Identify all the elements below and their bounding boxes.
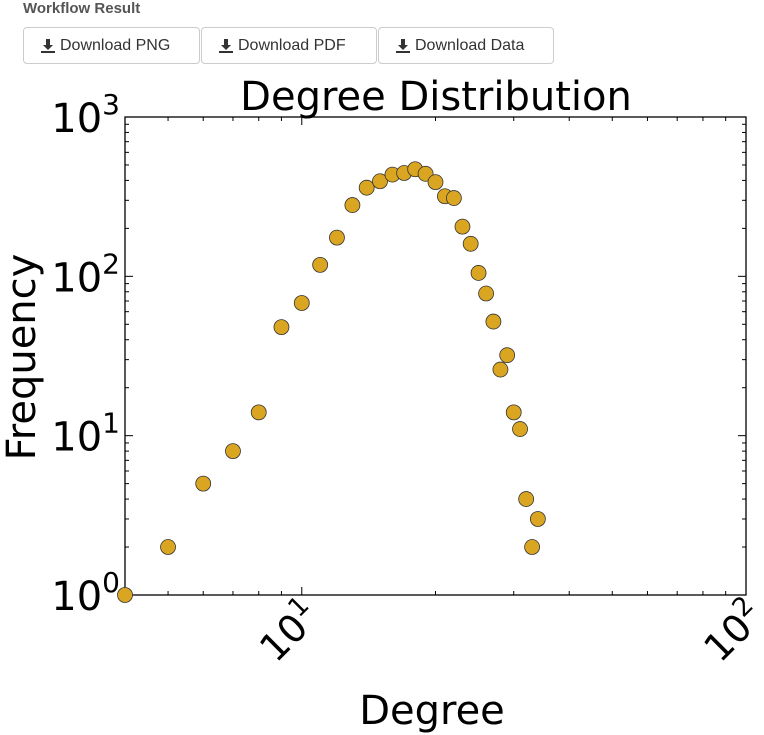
data-point	[250, 404, 267, 421]
data-point	[462, 235, 479, 252]
data-point	[518, 491, 535, 507]
data-point	[505, 404, 522, 421]
x-axis-label: Degree	[359, 688, 505, 734]
data-point	[329, 229, 345, 246]
axis-ticks	[124, 116, 747, 596]
data-point	[358, 179, 375, 196]
y-tick-label: 100	[51, 566, 120, 620]
x-tick-label: 102	[693, 590, 764, 670]
data-point	[312, 256, 329, 273]
download-icon	[396, 38, 410, 53]
data-point	[344, 197, 361, 213]
data-point	[293, 295, 310, 311]
y-tick-label: 102	[51, 247, 120, 301]
download-data-button[interactable]: Download Data	[378, 27, 554, 64]
download-pdf-button[interactable]: Download PDF	[201, 27, 377, 64]
download-icon	[41, 38, 55, 53]
y-tick-label: 101	[51, 407, 120, 461]
data-point	[195, 475, 212, 492]
y-tick-label: 103	[51, 88, 120, 142]
data-point	[372, 173, 388, 190]
data-point	[499, 347, 516, 364]
data-point	[427, 174, 444, 191]
data-point	[485, 313, 502, 330]
data-point	[160, 539, 176, 555]
download-pdf-label: Download PDF	[238, 36, 346, 54]
download-png-button[interactable]: Download PNG	[23, 27, 200, 64]
download-button-group: Download PNG Download PDF Download Data	[23, 27, 555, 64]
x-tick-label: 101	[248, 590, 328, 670]
data-point	[512, 421, 528, 437]
download-data-label: Download Data	[415, 36, 525, 54]
y-tick-labels: 100 101 102 103	[51, 88, 120, 620]
data-point	[225, 443, 241, 460]
data-points	[117, 161, 546, 603]
result-title: Workflow Result	[23, 0, 141, 17]
data-point	[492, 361, 509, 378]
x-tick-labels: 101 102	[248, 590, 764, 670]
data-point	[454, 218, 471, 235]
chart-title: Degree Distribution	[240, 74, 632, 120]
data-point	[470, 265, 487, 281]
y-axis-label: Frequency	[0, 254, 45, 461]
download-png-label: Download PNG	[60, 36, 171, 54]
data-point	[445, 190, 462, 206]
data-point	[117, 587, 133, 603]
data-point	[529, 511, 546, 527]
data-point	[524, 539, 541, 555]
download-icon	[219, 38, 233, 53]
data-point	[478, 285, 495, 302]
data-point	[273, 319, 290, 336]
